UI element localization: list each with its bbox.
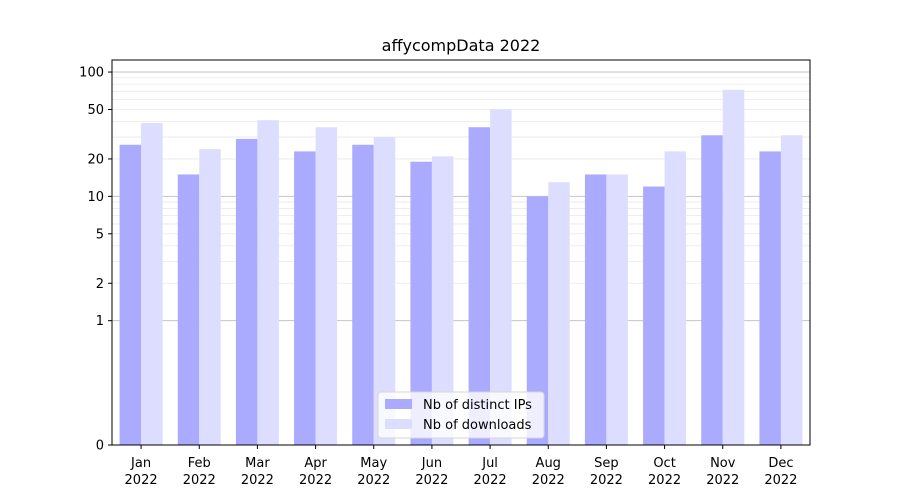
axes: 0 1 2 5 10 20 50 100 Jan 2022 Feb 2022 Mar 2022 Apr 202… [79, 59, 811, 488]
y-tick-label: 1 [96, 314, 104, 329]
x-tick-label-year: 2022 [706, 473, 739, 488]
x-tick-label-year: 2022 [764, 473, 797, 488]
bar-distinct-ips [759, 151, 781, 445]
x-tick-label-year: 2022 [648, 473, 681, 488]
bar-downloads [199, 149, 221, 445]
bars [119, 89, 803, 446]
x-tick-label-month: Nov [710, 456, 736, 471]
bar-downloads [664, 151, 687, 445]
bar-distinct-ips [294, 151, 316, 445]
bar-downloads [606, 174, 628, 445]
bar-downloads [257, 120, 279, 445]
x-tick-label-month: Feb [188, 456, 211, 471]
x-tick-label-year: 2022 [125, 473, 158, 488]
x-tick-label-year: 2022 [532, 473, 565, 488]
x-tick-label-month: Dec [768, 456, 793, 471]
x-tick-label-year: 2022 [299, 473, 332, 488]
x-tick-label-month: Aug [536, 456, 561, 471]
bar-downloads [548, 182, 570, 445]
bar-distinct-ips [235, 138, 258, 445]
y-tick-label: 0 [96, 439, 104, 454]
x-tick-label-year: 2022 [590, 473, 623, 488]
x-tick-label-month: Jun [421, 456, 442, 471]
y-tick-label: 50 [87, 103, 104, 118]
bar-downloads [373, 137, 396, 445]
bar-distinct-ips [643, 186, 665, 445]
legend-label: Nb of downloads [423, 418, 532, 433]
legend-label: Nb of distinct IPs [423, 398, 532, 413]
bar-distinct-ips [584, 174, 607, 445]
x-tick-label-year: 2022 [415, 473, 448, 488]
x-tick-label-year: 2022 [474, 473, 507, 488]
bar-distinct-ips [119, 144, 142, 445]
bar-distinct-ips [701, 135, 723, 446]
x-tick-label-month: Mar [245, 456, 270, 471]
bar-distinct-ips [352, 144, 374, 445]
x-tick-label-month: Jan [130, 456, 151, 471]
y-tick-label: 10 [87, 190, 104, 205]
bar-distinct-ips [526, 196, 549, 445]
bar-downloads [490, 109, 512, 446]
legend-box [377, 391, 545, 439]
x-tick-label-month: Jul [481, 456, 498, 471]
chart-title: affycompData 2022 [382, 36, 541, 55]
legend-swatch [385, 419, 412, 429]
bar-downloads [722, 89, 745, 446]
bar-downloads [141, 122, 163, 445]
y-tick-label: 20 [87, 152, 104, 167]
bar-distinct-ips [177, 174, 200, 445]
x-tick-label-month: May [360, 456, 387, 471]
x-tick-label-year: 2022 [241, 473, 274, 488]
bar-distinct-ips [468, 127, 491, 445]
x-tick-label-month: Oct [653, 456, 675, 471]
legend-swatch [385, 399, 412, 409]
bar-downloads [315, 127, 338, 445]
legend: Nb of distinct IPs Nb of downloads [377, 391, 545, 439]
bar-downloads [431, 156, 454, 445]
x-tick-label-year: 2022 [357, 473, 390, 488]
x-tick-label-month: Sep [594, 456, 619, 471]
x-tick-label-year: 2022 [183, 473, 216, 488]
bar-distinct-ips [410, 161, 432, 446]
bar-downloads [780, 135, 803, 446]
y-tick-label: 5 [96, 227, 104, 242]
grid-lines [112, 71, 810, 322]
x-tick-label-month: Apr [304, 456, 327, 471]
y-tick-label: 100 [79, 66, 104, 81]
plot-frame [111, 59, 811, 446]
y-tick-label: 2 [96, 277, 104, 292]
